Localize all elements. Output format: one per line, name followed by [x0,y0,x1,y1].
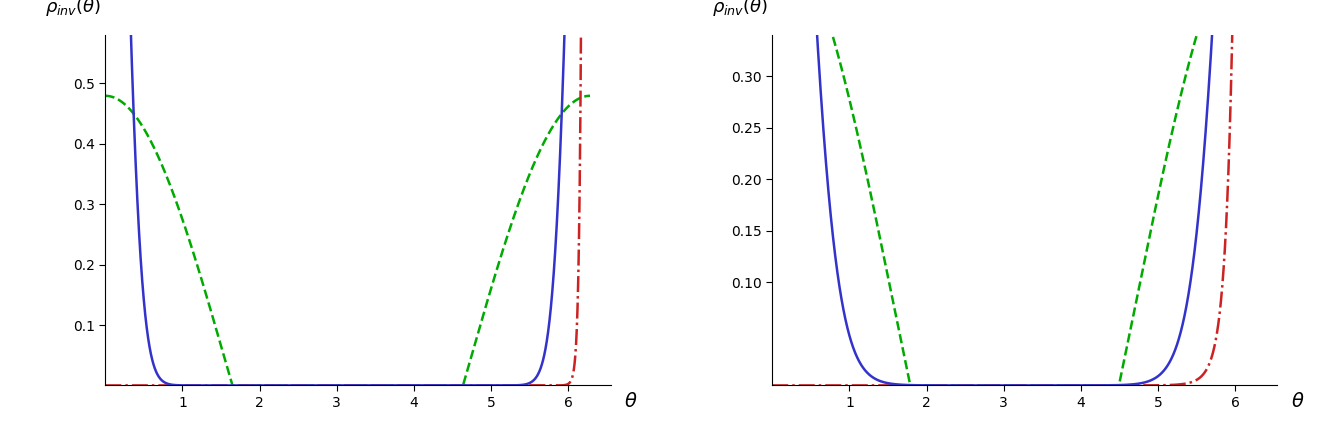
Text: $\rho_{inv}(\theta)$: $\rho_{inv}(\theta)$ [711,0,768,18]
X-axis label: $\theta$: $\theta$ [1291,392,1304,411]
Text: $\rho_{inv}(\theta)$: $\rho_{inv}(\theta)$ [45,0,101,18]
X-axis label: $\theta$: $\theta$ [624,392,637,411]
